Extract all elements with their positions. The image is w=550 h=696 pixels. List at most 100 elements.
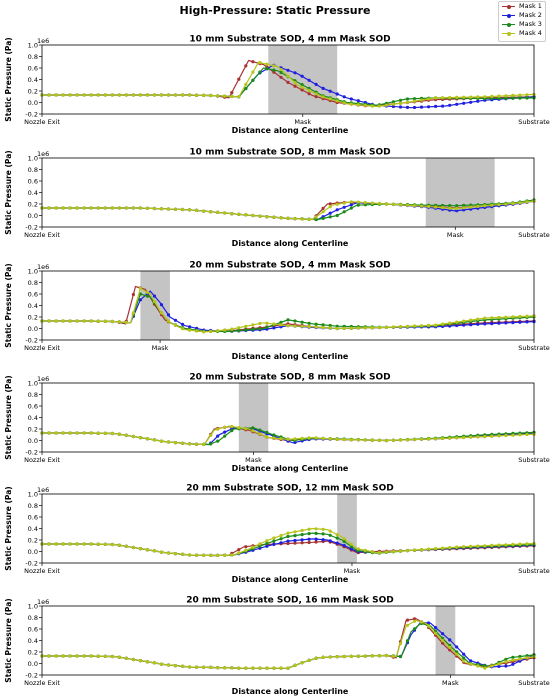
data-point xyxy=(138,659,142,663)
data-point xyxy=(117,206,121,210)
data-point xyxy=(525,200,529,204)
data-point xyxy=(209,433,213,437)
panel-title: 20 mm Substrate SOD, 4 mm Mask SOD xyxy=(189,261,390,271)
data-point xyxy=(462,545,466,549)
data-point xyxy=(384,103,388,107)
data-point xyxy=(497,434,501,438)
data-point xyxy=(54,206,58,210)
data-point xyxy=(455,650,459,654)
data-point xyxy=(181,322,185,326)
data-point xyxy=(188,665,192,669)
data-point xyxy=(518,314,522,319)
data-point xyxy=(455,323,459,328)
data-point xyxy=(391,549,395,554)
data-point xyxy=(363,203,367,207)
data-point xyxy=(483,434,487,439)
y-multiplier-label: 1e6 xyxy=(37,150,49,158)
legend-marker xyxy=(506,4,511,9)
data-point xyxy=(455,95,459,99)
data-point xyxy=(96,542,100,546)
x-axis-label: Distance along Centerline xyxy=(232,464,349,473)
data-point xyxy=(230,327,234,331)
data-point xyxy=(244,213,248,217)
data-point xyxy=(462,319,466,323)
y-tick-label: 0.0 xyxy=(28,548,38,556)
data-point xyxy=(469,323,473,327)
data-point xyxy=(110,431,114,436)
data-point xyxy=(61,206,65,210)
data-point xyxy=(511,315,515,319)
data-point xyxy=(476,99,480,103)
data-point xyxy=(469,435,473,439)
data-point xyxy=(138,286,142,290)
data-point xyxy=(223,553,227,557)
data-point xyxy=(230,94,234,98)
data-point xyxy=(244,86,248,91)
data-point xyxy=(216,553,220,558)
data-point xyxy=(455,206,459,211)
data-point xyxy=(349,206,353,210)
y-tick-label: 0.2 xyxy=(28,425,38,433)
data-point xyxy=(398,105,403,109)
data-point xyxy=(181,441,185,445)
data-point xyxy=(377,550,381,555)
data-point xyxy=(307,88,311,93)
data-point xyxy=(237,426,241,430)
data-point xyxy=(75,542,79,546)
data-point xyxy=(54,431,58,435)
data-point xyxy=(181,207,185,212)
data-point xyxy=(300,436,304,440)
data-point xyxy=(370,550,374,554)
data-point xyxy=(328,89,332,93)
data-point xyxy=(412,548,417,552)
panel-title: 10 mm Substrate SOD, 8 mm Mask SOD xyxy=(189,148,390,158)
data-point xyxy=(349,326,353,330)
data-point xyxy=(455,436,459,440)
x-tick-label: Mask xyxy=(294,118,311,126)
data-point xyxy=(455,645,459,649)
data-point xyxy=(391,654,395,658)
data-point xyxy=(258,70,262,74)
data-point xyxy=(377,104,381,108)
data-point xyxy=(209,553,213,558)
data-point xyxy=(342,537,346,541)
data-point xyxy=(448,436,452,440)
data-point xyxy=(230,91,234,95)
data-point xyxy=(75,654,79,658)
legend-marker xyxy=(506,22,511,27)
data-point xyxy=(497,96,501,100)
data-point xyxy=(441,638,445,643)
data-point xyxy=(370,201,374,205)
mask-region xyxy=(337,494,357,563)
data-point xyxy=(272,326,276,330)
data-point xyxy=(195,329,199,333)
data-point xyxy=(483,544,487,548)
y-tick-label: 0.2 xyxy=(28,648,38,656)
x-tick-label: Substrate xyxy=(518,567,550,575)
data-point xyxy=(173,318,178,322)
data-point xyxy=(82,319,86,323)
y-tick-label: 0.8 xyxy=(28,614,38,622)
data-point xyxy=(497,321,501,325)
data-point xyxy=(328,529,332,533)
data-point xyxy=(405,97,410,101)
x-tick-label: Substrate xyxy=(518,456,550,464)
y-tick-label: 0.6 xyxy=(28,402,38,410)
y-multiplier-label: 1e6 xyxy=(37,486,49,494)
data-point xyxy=(335,324,339,328)
data-point xyxy=(434,104,438,108)
data-point xyxy=(54,319,58,323)
data-point xyxy=(377,201,381,206)
data-point xyxy=(279,534,283,538)
data-point xyxy=(434,631,438,635)
data-point xyxy=(462,203,466,207)
data-point xyxy=(490,94,494,98)
data-point xyxy=(448,96,452,100)
data-point xyxy=(490,543,494,548)
data-point xyxy=(476,544,480,548)
data-point xyxy=(237,95,241,99)
data-point xyxy=(525,314,529,318)
data-point xyxy=(307,321,311,325)
